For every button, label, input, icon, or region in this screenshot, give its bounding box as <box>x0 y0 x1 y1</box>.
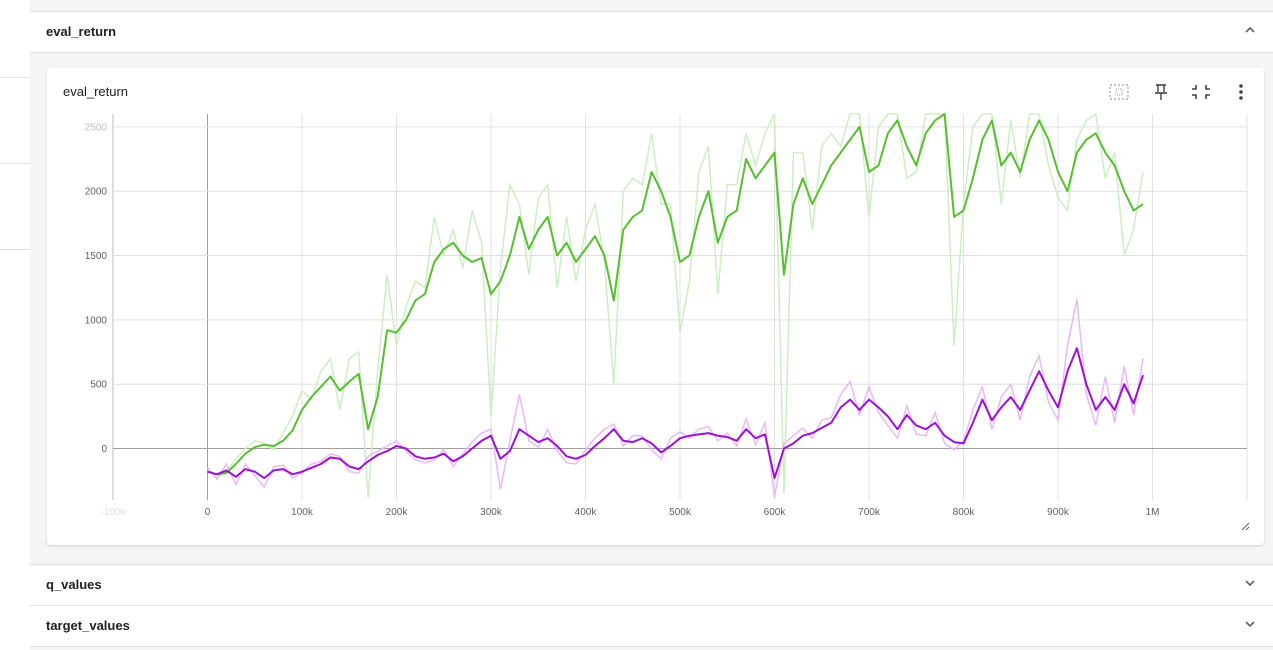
raw-series-line-1 <box>206 112 1144 498</box>
rail-divider <box>0 77 30 78</box>
y-axis-ticks: 0 500 1000 1500 2000 2500 <box>85 122 108 455</box>
x-tick-label: 900k <box>1047 507 1070 518</box>
chart-card: eval_return -100k 0 100k 200k 30 <box>47 68 1264 545</box>
y-tick-label: 1000 <box>85 315 108 326</box>
y-tick-label: 500 <box>90 380 107 391</box>
x-tick-label: 500k <box>669 507 692 518</box>
section-title: q_values <box>46 577 102 592</box>
pin-icon[interactable] <box>1150 81 1172 103</box>
y-tick-label: 1500 <box>85 251 108 262</box>
x-tick-label: 1M <box>1146 507 1160 518</box>
rail-divider <box>0 163 30 164</box>
x-tick-label: 0 <box>205 507 211 518</box>
y-tick-label: 2000 <box>85 187 108 198</box>
chart-grid <box>112 114 1248 500</box>
x-tick-label: 200k <box>386 507 409 518</box>
chevron-down-icon[interactable] <box>1243 576 1257 590</box>
section-header-q-values[interactable]: q_values <box>30 564 1273 606</box>
left-rail <box>0 0 30 650</box>
chevron-up-icon[interactable] <box>1243 23 1257 37</box>
x-tick-label: 700k <box>858 507 881 518</box>
main-panel: eval_return eval_return <box>30 0 1273 650</box>
x-tick-label: 400k <box>575 507 598 518</box>
collapse-icon[interactable] <box>1190 81 1212 103</box>
section-header-eval-return[interactable]: eval_return <box>30 11 1273 53</box>
x-tick-label: 600k <box>764 507 787 518</box>
smoothed-series-lines <box>207 113 1144 480</box>
y-tick-label: 2500 <box>85 122 108 133</box>
resize-handle-icon[interactable] <box>1239 520 1251 532</box>
raw-series-line-2 <box>206 299 1144 498</box>
raw-series-lines <box>206 112 1144 498</box>
line-chart: -100k 0 100k 200k 300k 400k 500k 600k 700k 800k 90… <box>85 112 1248 518</box>
y-tick-label: 0 <box>101 444 107 455</box>
x-tick-label: 800k <box>953 507 976 518</box>
more-vert-icon[interactable] <box>1230 81 1252 103</box>
x-tick-label: -100k <box>100 507 126 518</box>
card-title: eval_return <box>63 84 129 99</box>
rail-divider <box>0 249 30 250</box>
fit-domain-icon[interactable] <box>1108 81 1130 103</box>
section-title: eval_return <box>46 24 117 39</box>
smoothed-series-line-1 <box>207 113 1144 476</box>
x-tick-label: 100k <box>291 507 314 518</box>
section-header-target-values[interactable]: target_values <box>30 605 1273 647</box>
section-title: target_values <box>46 618 130 633</box>
chevron-down-icon[interactable] <box>1243 617 1257 631</box>
x-tick-label: 300k <box>480 507 503 518</box>
smoothed-series-line-2 <box>207 347 1144 480</box>
x-axis-ticks: -100k 0 100k 200k 300k 400k 500k 600k 700k 800k 90… <box>100 507 1159 518</box>
